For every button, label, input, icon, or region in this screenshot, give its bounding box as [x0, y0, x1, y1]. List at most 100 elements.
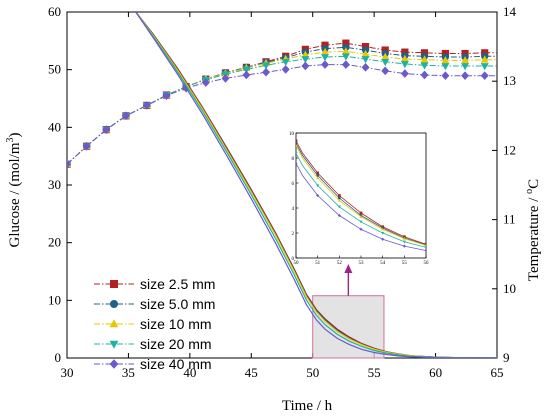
y-right-tick-label: 14 [503, 4, 517, 19]
inset-line [296, 139, 426, 245]
left-axis-title-text: Glucose / (mol/m [7, 142, 23, 247]
marker-diamond [402, 244, 406, 248]
marker-diamond [461, 71, 470, 80]
marker-diamond [341, 60, 350, 69]
marker-triangle-down [480, 63, 489, 71]
legend-entry: size 40 mm [94, 356, 212, 372]
inset-x-tick-label: 50 [294, 261, 300, 266]
marker-diamond [102, 125, 111, 134]
marker-triangle-down [359, 220, 363, 224]
x-tick-label: 45 [245, 365, 258, 380]
marker-diamond [242, 70, 251, 80]
marker-triangle-up [441, 56, 450, 64]
marker-triangle-up [424, 243, 426, 247]
marker-diamond [301, 61, 310, 71]
marker-square [110, 280, 118, 288]
marker-triangle-down [242, 66, 251, 74]
legend-label: size 10 mm [140, 316, 212, 332]
x-tick-label: 30 [61, 365, 74, 380]
marker-diamond [296, 161, 298, 165]
inset-line [296, 162, 426, 251]
marker-diamond [281, 65, 290, 74]
marker-triangle-down [296, 152, 298, 155]
marker-diamond [359, 227, 363, 231]
temperature-line [67, 42, 497, 165]
y-right-tick-label: 10 [503, 281, 516, 296]
y-left-tick-label: 30 [48, 177, 61, 192]
marker-triangle-up [337, 198, 341, 202]
svg-text:Glucose / (mol/m3): Glucose / (mol/m3) [5, 133, 23, 248]
temperature-line [67, 55, 497, 165]
marker-square [296, 139, 298, 143]
marker-diamond [361, 63, 370, 72]
marker-square [316, 171, 320, 175]
marker-diamond [201, 78, 210, 87]
marker-diamond [142, 101, 151, 110]
marker-triangle-down [381, 58, 390, 67]
marker-triangle-up [402, 236, 406, 240]
marker-triangle-down [281, 58, 290, 67]
legend-entry: size 20 mm [94, 336, 212, 352]
y-right-tick-label: 11 [503, 212, 516, 227]
inset-x-tick-label: 51 [315, 261, 321, 266]
marker-diamond [316, 193, 320, 198]
inset-line [296, 152, 426, 248]
inset-y-tick-label: 0 [292, 257, 295, 262]
glucose-line [135, 12, 497, 358]
inset-plot: 50 51 52 53 54 55 56 0 2 4 6 8 10 [289, 132, 429, 266]
marker-diamond [321, 60, 329, 69]
left-axis-title-sup: 3 [5, 138, 16, 143]
marker-triangle-up [341, 47, 350, 55]
marker-circle [110, 300, 118, 308]
legend-label: size 5.0 mm [140, 296, 215, 312]
y-right-tick-label: 12 [503, 142, 516, 157]
marker-diamond [162, 91, 171, 101]
legend-label: size 2.5 mm [140, 276, 215, 292]
left-axis-title-close: ) [7, 133, 23, 138]
chart-marks [67, 12, 497, 358]
marker-triangle-down [402, 240, 406, 244]
inset-x-tick-label: 53 [359, 261, 365, 266]
right-axis-title-text: Temperature / [526, 194, 542, 281]
x-tick-label: 35 [122, 365, 135, 380]
marker-triangle-up [359, 215, 363, 218]
marker-triangle-up [381, 227, 385, 231]
y-left-tick-label: 40 [48, 119, 61, 134]
right-axis-title-unit: C [526, 179, 542, 189]
marker-triangle-up [301, 50, 310, 58]
inset-line [296, 144, 426, 246]
marker-triangle-up [381, 52, 390, 60]
marker-triangle-down [381, 231, 385, 235]
marker-diamond [480, 71, 489, 80]
y-left-tick-label: 10 [48, 292, 61, 307]
marker-diamond [337, 213, 341, 218]
legend: size 2.5 mm size 5.0 mm size 10 mm size 20 … [94, 276, 215, 372]
y-left-tick-label: 60 [48, 4, 61, 19]
marker-triangle-up [461, 56, 470, 64]
marker-triangle-down [301, 56, 310, 64]
marker-diamond [221, 74, 230, 83]
marker-triangle-down [341, 53, 350, 61]
x-tick-label: 65 [491, 365, 504, 380]
marker-diamond [122, 111, 130, 121]
marker-circle [337, 196, 341, 200]
inset-line [296, 142, 426, 246]
temperature-line [67, 50, 497, 165]
marker-triangle-down [461, 63, 470, 71]
marker-triangle-up [109, 319, 119, 328]
marker-triangle-up [296, 144, 298, 147]
temperature-series [67, 39, 497, 168]
inset-x-tick-label: 52 [337, 261, 343, 266]
marker-triangle-down [316, 184, 320, 188]
inset-series [296, 144, 426, 247]
marker-circle [316, 174, 320, 177]
marker-triangle-up [480, 55, 489, 63]
marker-diamond [400, 69, 409, 78]
marker-triangle-up [316, 176, 320, 180]
marker-diamond [381, 66, 390, 76]
marker-diamond [441, 71, 450, 80]
marker-triangle-up [400, 54, 409, 62]
temperature-series [67, 43, 497, 168]
marker-triangle-down [262, 62, 270, 70]
